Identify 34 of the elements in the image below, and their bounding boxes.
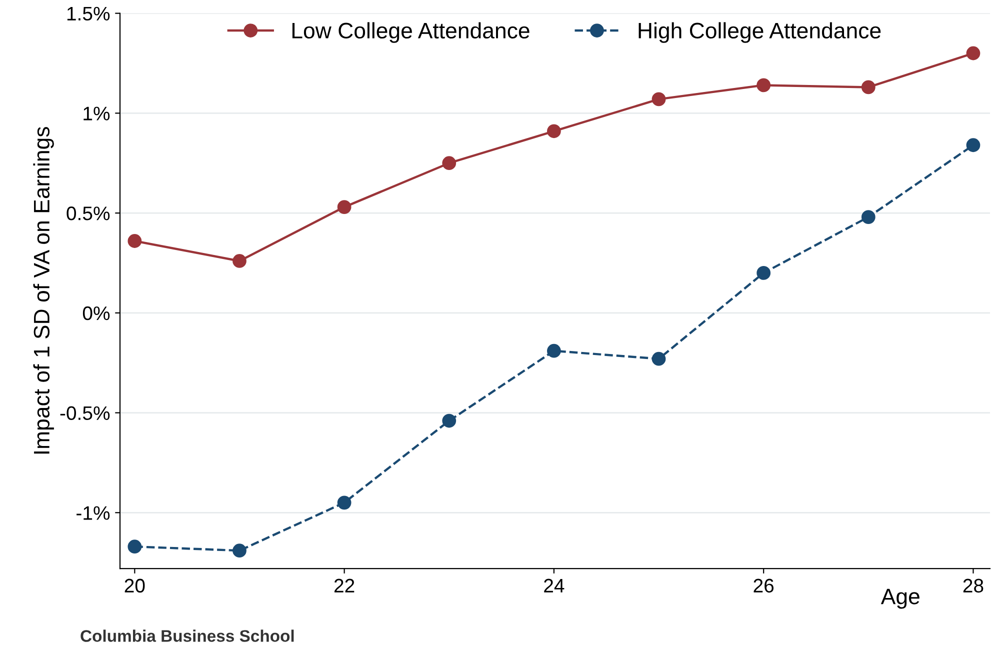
x-tick-label: 20 [124,578,145,593]
x-tick-label: 22 [334,578,354,592]
y-axis-title: Impact of 1 SD of VA on Earnings [33,127,54,454]
point [756,266,771,280]
y-tick-label: 1.5% [67,6,110,21]
text: Columbia Business School [80,630,294,642]
x-axis-title: Age [880,588,920,609]
legend-label: Low College Attendance [292,22,530,43]
point [232,254,246,268]
point [861,210,876,224]
point [128,540,142,554]
point [966,138,980,152]
y-tick-label: -1% [76,506,110,520]
point [128,234,142,248]
x-tick-label: 28 [963,578,984,593]
y-tick-label: 0% [82,306,110,320]
legend-label: High College Attendance [638,22,881,43]
point [652,352,666,366]
point [442,414,456,428]
y-tick-label: 1% [84,106,110,120]
point [861,80,876,94]
y-tick-label: -0.5% [60,406,110,420]
x-tick-label: 24 [544,578,564,592]
point [442,156,456,170]
point [337,200,352,214]
y-tick-label: 0.5% [66,206,110,220]
point [547,344,561,358]
point [232,544,246,558]
point [756,78,771,92]
point [547,124,561,138]
x-tick-label: 26 [754,578,774,593]
point [966,46,980,60]
point [337,496,352,510]
point [652,92,666,106]
